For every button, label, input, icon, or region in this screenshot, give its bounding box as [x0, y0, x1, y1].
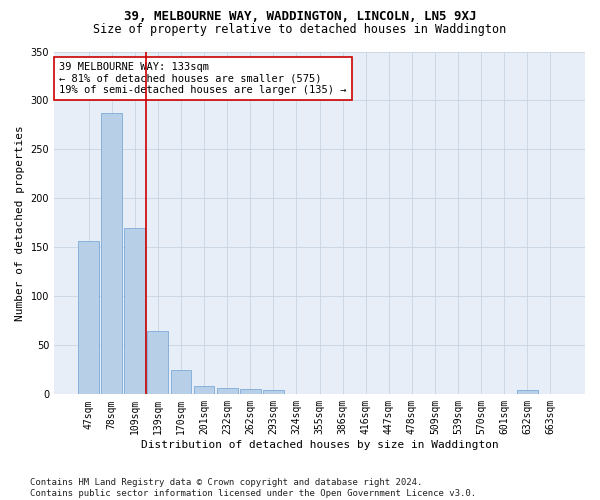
- Bar: [78, 240, 99, 394]
- Y-axis label: Number of detached properties: Number of detached properties: [15, 125, 25, 321]
- Bar: [217, 388, 238, 394]
- Bar: [240, 390, 260, 394]
- Bar: [263, 390, 284, 394]
- Bar: [194, 386, 214, 394]
- X-axis label: Distribution of detached houses by size in Waddington: Distribution of detached houses by size …: [140, 440, 499, 450]
- Bar: [124, 228, 145, 394]
- Bar: [101, 113, 122, 394]
- Text: 39 MELBOURNE WAY: 133sqm
← 81% of detached houses are smaller (575)
19% of semi-: 39 MELBOURNE WAY: 133sqm ← 81% of detach…: [59, 62, 347, 95]
- Text: Size of property relative to detached houses in Waddington: Size of property relative to detached ho…: [94, 22, 506, 36]
- Text: 39, MELBOURNE WAY, WADDINGTON, LINCOLN, LN5 9XJ: 39, MELBOURNE WAY, WADDINGTON, LINCOLN, …: [124, 10, 476, 23]
- Bar: [148, 330, 168, 394]
- Bar: [170, 370, 191, 394]
- Bar: [517, 390, 538, 394]
- Text: Contains HM Land Registry data © Crown copyright and database right 2024.
Contai: Contains HM Land Registry data © Crown c…: [30, 478, 476, 498]
